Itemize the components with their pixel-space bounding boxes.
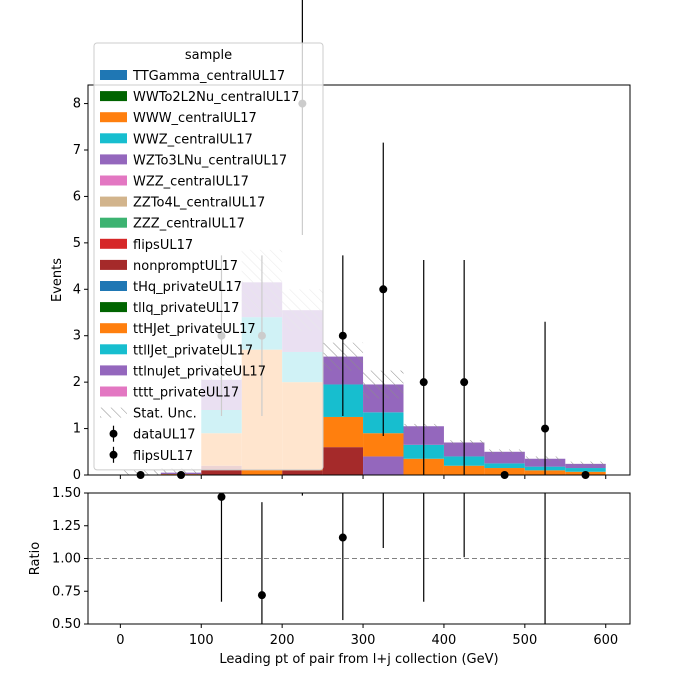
legend-box bbox=[93, 42, 324, 471]
legend-label: ttHJet_privateUL17 bbox=[133, 322, 256, 337]
y-tick-label: 0 bbox=[73, 468, 81, 483]
y-tick-label: 3 bbox=[73, 329, 81, 344]
y-tick-label: 4 bbox=[73, 282, 81, 297]
legend-swatch bbox=[100, 175, 127, 186]
y-tick-label: 8 bbox=[73, 97, 81, 112]
legend-swatch bbox=[100, 91, 127, 102]
ratio-y-axis-label: Ratio bbox=[28, 542, 43, 575]
ratio-x-tick-label: 400 bbox=[432, 633, 457, 648]
legend: sample TTGamma_centralUL17 WWTo2L2Nu_centr… bbox=[93, 42, 324, 471]
data-point bbox=[379, 285, 388, 294]
legend-swatch bbox=[100, 281, 127, 291]
legend-title: sample bbox=[185, 48, 232, 63]
legend-swatch bbox=[100, 154, 127, 165]
legend-swatch bbox=[100, 365, 127, 376]
ratio-y-tick-label: 0.50 bbox=[52, 617, 81, 632]
legend-swatch bbox=[100, 112, 127, 123]
legend-label: ttlnuJet_privateUL17 bbox=[133, 364, 266, 379]
legend-swatch bbox=[100, 386, 127, 397]
y-tick-label: 5 bbox=[73, 236, 81, 251]
data-point bbox=[338, 331, 347, 340]
legend-label: tttt_privateUL17 bbox=[133, 386, 239, 401]
legend-swatch bbox=[100, 133, 127, 144]
stack-bar-ttllJet_privateUL17 bbox=[484, 463, 525, 469]
ratio-x-tick-label: 200 bbox=[270, 633, 295, 648]
stat-unc-band bbox=[484, 449, 525, 455]
legend-swatch bbox=[100, 70, 127, 80]
data-point bbox=[419, 378, 428, 387]
legend-hatch-swatch bbox=[100, 407, 127, 418]
legend-label: WWW_centralUL17 bbox=[133, 111, 257, 126]
legend-point-marker bbox=[109, 429, 118, 438]
ratio-x-tick-label: 300 bbox=[351, 633, 376, 648]
legend-label: dataUL17 bbox=[133, 428, 196, 443]
main-plot-frame bbox=[87, 84, 631, 476]
y-axis-label: Events bbox=[50, 258, 65, 302]
y-tick-label: 7 bbox=[73, 143, 81, 158]
stack-bar-nonpromptUL17 bbox=[282, 470, 323, 475]
legend-swatch bbox=[100, 344, 127, 355]
legend-label: tllq_privateUL17 bbox=[133, 301, 239, 316]
legend-label: flipsUL17 bbox=[133, 449, 193, 464]
y-tick-label: 2 bbox=[73, 375, 81, 390]
legend-swatch bbox=[100, 196, 127, 207]
legend-label: flipsUL17 bbox=[133, 238, 193, 253]
x-axis-label: Leading pt of pair from l+j collection (… bbox=[219, 652, 498, 667]
stack-bar-ttllJet_privateUL17 bbox=[565, 468, 606, 472]
ratio-y-tick-label: 1.00 bbox=[52, 552, 81, 567]
ratio-y-tick-label: 1.50 bbox=[52, 486, 81, 501]
ratio-y-tick-label: 1.25 bbox=[52, 519, 81, 534]
ratio-x-tick-label: 0 bbox=[116, 633, 124, 648]
data-point bbox=[541, 424, 550, 433]
ratio-plot-panel: 0.50 0.75 1.00 1.25 1.50 0 100 200 300 400 500 600 R… bbox=[28, 486, 631, 667]
legend-label: tHq_privateUL17 bbox=[133, 280, 242, 295]
stack-bar-ttlnuJet_privateUL17 bbox=[484, 451, 525, 464]
legend-label: Stat. Unc. bbox=[133, 407, 197, 422]
ratio-y-tick-label: 0.75 bbox=[52, 584, 81, 599]
legend-label: WWZ_centralUL17 bbox=[133, 132, 253, 147]
legend-label: WZTo3LNu_centralUL17 bbox=[133, 153, 287, 168]
ratio-x-tick-label: 500 bbox=[512, 633, 537, 648]
legend-swatch bbox=[100, 259, 127, 270]
ratio-point bbox=[217, 492, 226, 501]
legend-point-marker bbox=[109, 450, 118, 459]
data-point bbox=[460, 378, 469, 387]
legend-label: ttllJet_privateUL17 bbox=[133, 343, 253, 358]
stack-bar-ttHJet_privateUL17 bbox=[363, 433, 404, 457]
legend-label: ZZZ_centralUL17 bbox=[133, 217, 245, 232]
legend-swatch bbox=[100, 217, 127, 228]
y-tick-label: 6 bbox=[73, 189, 81, 204]
stat-unc-band bbox=[565, 461, 606, 467]
ratio-x-tick-label: 600 bbox=[593, 633, 618, 648]
ratio-point bbox=[338, 533, 347, 542]
legend-swatch bbox=[100, 238, 127, 249]
legend-label: WWTo2L2Nu_centralUL17 bbox=[133, 90, 299, 105]
stack-bar-WZTo3LNu_centralUL17 bbox=[363, 456, 404, 475]
legend-swatch bbox=[100, 323, 127, 334]
stack-bar-ttHJet_privateUL17 bbox=[322, 416, 364, 448]
y-tick-label: 1 bbox=[73, 422, 81, 437]
stack-bar-nonpromptUL17 bbox=[322, 447, 364, 475]
legend-label: WZZ_centralUL17 bbox=[133, 175, 249, 190]
legend-label: ZZTo4L_centralUL17 bbox=[133, 196, 265, 211]
legend-swatch bbox=[100, 302, 127, 313]
legend-label: TTGamma_centralUL17 bbox=[132, 69, 285, 84]
ratio-point bbox=[257, 591, 266, 600]
ratio-x-tick-label: 100 bbox=[189, 633, 214, 648]
legend-label: nonpromptUL17 bbox=[133, 259, 238, 274]
